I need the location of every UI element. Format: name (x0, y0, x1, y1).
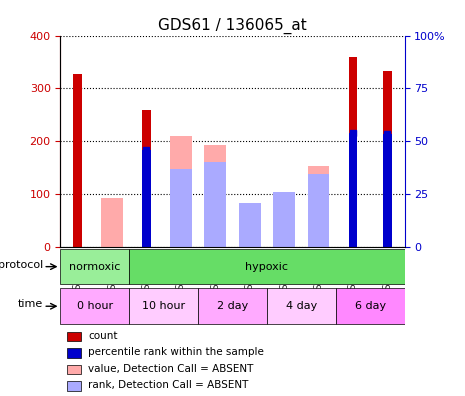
Text: count: count (88, 331, 118, 341)
Text: 0 hour: 0 hour (77, 301, 113, 311)
Bar (383, 71, 392, 247)
FancyBboxPatch shape (60, 249, 129, 284)
Text: hypoxic: hypoxic (246, 262, 288, 272)
Bar (170, 169, 192, 247)
Text: percentile rank within the sample: percentile rank within the sample (88, 347, 264, 358)
Bar (308, 166, 329, 247)
Bar (67, 381, 81, 391)
Bar (67, 332, 81, 341)
Bar (142, 110, 151, 247)
FancyBboxPatch shape (198, 288, 267, 324)
Text: normoxic: normoxic (69, 262, 120, 272)
Bar (67, 365, 81, 374)
Bar (67, 348, 81, 358)
Bar (205, 145, 226, 247)
Text: rank, Detection Call = ABSENT: rank, Detection Call = ABSENT (88, 381, 248, 390)
Bar (101, 198, 123, 247)
FancyBboxPatch shape (267, 288, 336, 324)
Bar (273, 192, 295, 247)
Text: 6 day: 6 day (355, 301, 385, 311)
Bar (349, 133, 357, 247)
Text: 4 day: 4 day (286, 301, 317, 311)
FancyBboxPatch shape (60, 288, 129, 324)
Bar (239, 210, 260, 247)
Bar (142, 150, 151, 247)
Bar (308, 174, 329, 247)
Bar (383, 134, 392, 247)
Text: 2 day: 2 day (217, 301, 248, 311)
FancyBboxPatch shape (129, 288, 198, 324)
Bar (273, 192, 295, 247)
Bar (73, 74, 82, 247)
Text: protocol: protocol (0, 260, 43, 270)
Bar (349, 57, 357, 247)
Bar (239, 203, 260, 247)
Text: 10 hour: 10 hour (142, 301, 185, 311)
Text: value, Detection Call = ABSENT: value, Detection Call = ABSENT (88, 364, 253, 374)
Bar (170, 136, 192, 247)
Title: GDS61 / 136065_at: GDS61 / 136065_at (158, 18, 307, 34)
FancyBboxPatch shape (336, 288, 405, 324)
Bar (205, 162, 226, 247)
FancyBboxPatch shape (129, 249, 405, 284)
Text: time: time (18, 299, 43, 309)
